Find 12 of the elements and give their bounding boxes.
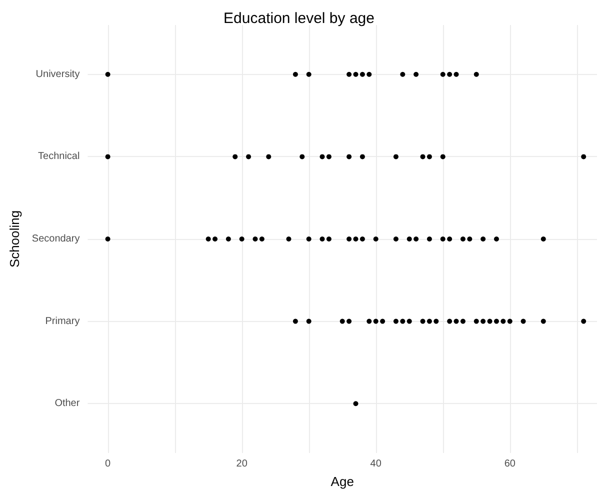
x-tick-label: 40 [370,458,382,470]
y-tick-label: University [36,68,80,80]
x-tick-label: 0 [105,458,112,470]
x-axis-title: Age [330,474,354,489]
x-tick-label: 60 [504,458,516,470]
y-axis-title: Schooling [7,210,22,268]
x-tick-label: 20 [236,458,248,470]
y-tick-label: Primary [45,316,80,327]
y-tick-label: Other [54,398,80,410]
chart-title: Education level by age [224,10,374,27]
y-tick-label: Technical [38,151,80,162]
y-tick-label: Secondary [32,234,80,244]
